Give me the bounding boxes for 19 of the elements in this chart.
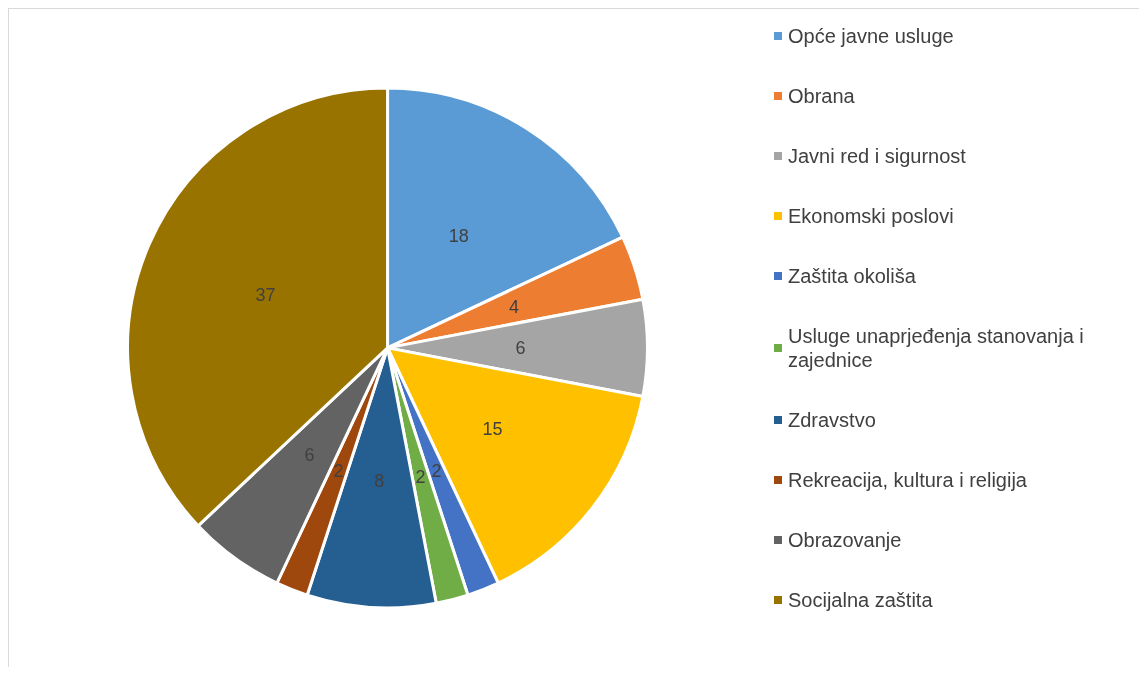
data-label: 8 bbox=[374, 470, 385, 491]
legend-label: Ekonomski poslovi bbox=[788, 205, 954, 227]
legend-label: Rekreacija, kultura i religija bbox=[788, 469, 1028, 491]
data-label: 15 bbox=[482, 419, 503, 440]
data-label: 2 bbox=[415, 466, 426, 487]
data-label: 2 bbox=[431, 461, 442, 482]
data-label: 6 bbox=[515, 337, 526, 358]
legend-label: Opće javne usluge bbox=[788, 25, 954, 47]
data-label: 4 bbox=[508, 296, 520, 317]
legend-label: Obrazovanje bbox=[788, 529, 902, 551]
legend-label: Socijalna zaštita bbox=[788, 589, 934, 611]
data-label: 2 bbox=[333, 461, 344, 482]
legend-label: Usluge unaprjeđenja stanovanja i zajednice bbox=[788, 325, 1090, 371]
data-label: 18 bbox=[448, 225, 469, 246]
legend-label: Javni red i sigurnost bbox=[788, 145, 967, 167]
legend-label: Obrana bbox=[788, 85, 856, 107]
data-label: 37 bbox=[255, 285, 276, 306]
legend-label: Zdravstvo bbox=[788, 409, 876, 431]
legend-label: Zaštita okoliša bbox=[788, 265, 917, 287]
